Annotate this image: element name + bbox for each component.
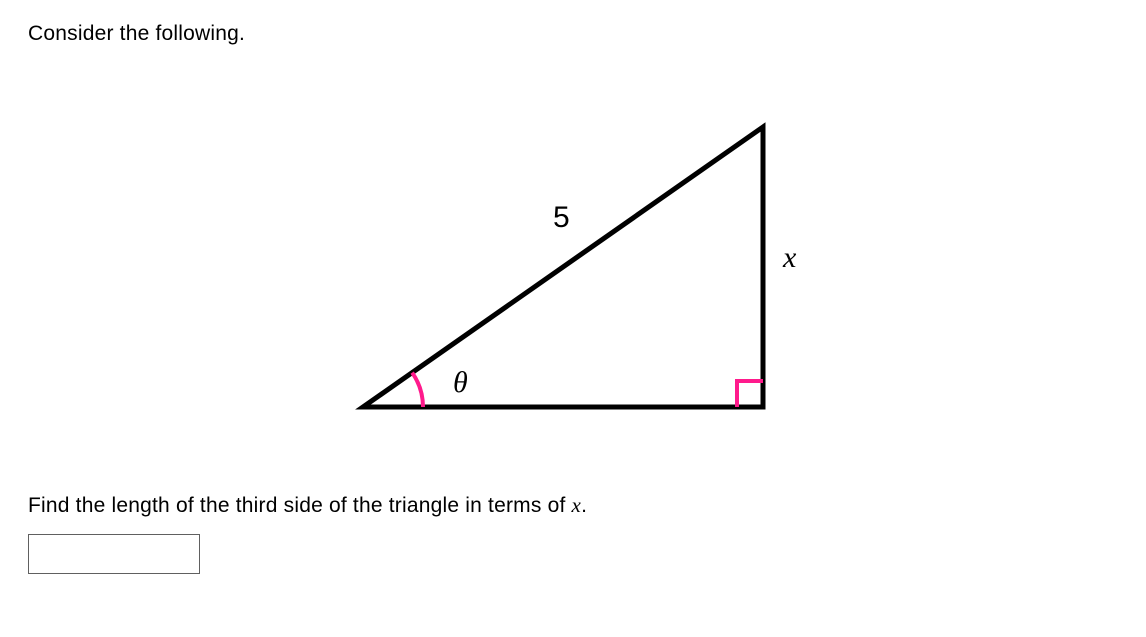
question-var-x: x	[572, 493, 582, 517]
svg-text:θ: θ	[453, 366, 468, 399]
question-end: .	[581, 494, 587, 517]
figure-container: 5 x θ	[28, 107, 1118, 442]
intro-text: Consider the following.	[28, 20, 1118, 47]
svg-text:x: x	[782, 241, 797, 274]
svg-text:5: 5	[553, 201, 570, 234]
triangle-svg: 5 x θ	[343, 107, 803, 437]
page-root: Consider the following. 5 x θ Find the len…	[0, 0, 1146, 637]
answer-input-box[interactable]	[28, 534, 200, 574]
question-part1: Find the length of the third side of the…	[28, 494, 572, 517]
question-text: Find the length of the third side of the…	[28, 492, 1118, 519]
triangle-figure: 5 x θ	[343, 107, 803, 442]
